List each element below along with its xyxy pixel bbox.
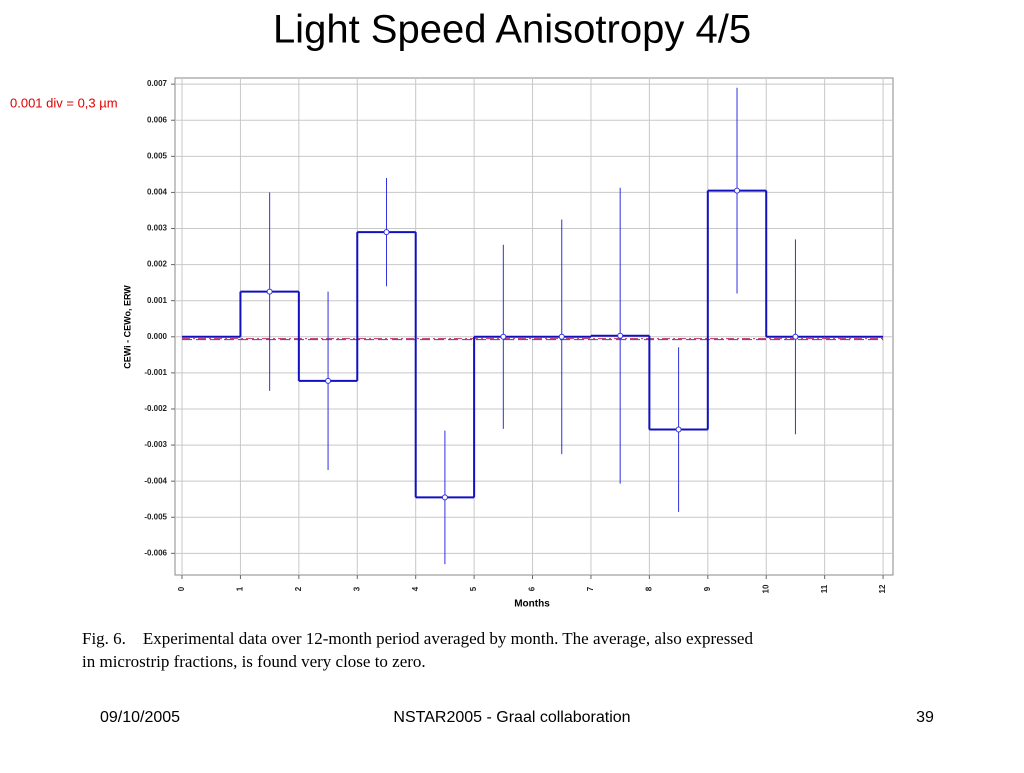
footer-date: 09/10/2005 [100,709,180,726]
point [734,187,741,194]
footer-event: NSTAR2005 - Graal collaboration [393,709,630,726]
point [792,333,799,340]
x-tick-label: 6 [528,586,537,591]
x-axis-label: Months [514,599,550,610]
x-tick-label: 5 [469,586,478,591]
point [266,288,273,295]
point [675,426,682,433]
y-tick-label: -0.003 [144,440,167,449]
caption-line: Fig. 6. Experimental data over 12-month … [82,629,753,648]
y-axis-label: CEWi - CEWo, ERW [122,285,132,369]
plot-area [174,77,894,576]
footer-page: 39 [916,709,934,726]
x-tick-label: 12 [878,584,887,593]
y-tick-label: -0.001 [144,368,167,377]
y-tick-label: 0.006 [147,115,168,124]
point [558,333,565,340]
y-tick-label: 0.007 [147,79,168,88]
y-tick-label: 0.000 [147,332,168,341]
point [617,332,624,339]
x-tick-label: 0 [177,586,186,591]
x-tick-label: 1 [236,586,245,591]
point [500,333,507,340]
slide-title: Light Speed Anisotropy 4/5 [273,8,751,52]
x-tick-label: 4 [411,586,420,591]
y-tick-label: 0.002 [147,260,168,269]
y-tick-label: 0.003 [147,224,168,233]
x-tick-label: 10 [761,584,770,593]
annotation: 0.001 div = 0,3 µm [10,95,118,110]
x-tick-label: 2 [294,586,303,591]
x-tick-label: 8 [644,586,653,591]
caption-line: in microstrip fractions, is found very c… [82,652,426,671]
point [383,229,390,236]
y-tick-label: 0.005 [147,151,168,160]
y-tick-label: -0.006 [144,548,167,557]
point [325,377,332,384]
y-tick-label: 0.004 [147,188,168,197]
y-tick-label: -0.004 [144,476,167,485]
x-tick-label: 9 [703,586,712,591]
y-tick-label: -0.002 [144,404,167,413]
y-tick-label: -0.005 [144,512,167,521]
point [441,494,448,501]
x-tick-label: 3 [352,586,361,591]
x-tick-label: 11 [820,584,829,593]
x-tick-label: 7 [586,586,595,591]
y-tick-label: 0.001 [147,296,168,305]
